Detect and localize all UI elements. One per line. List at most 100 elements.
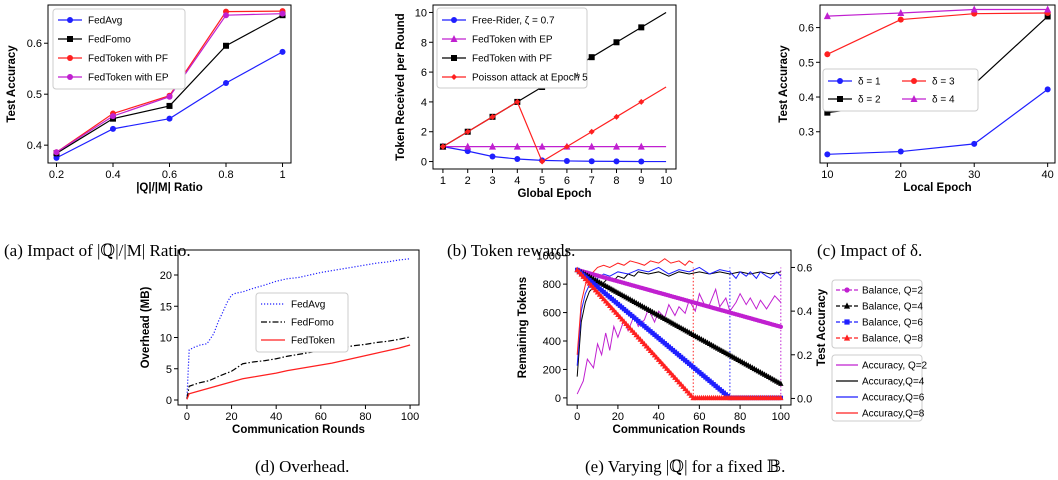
y-tick-label: 20 xyxy=(160,270,172,282)
x-tick-label: 9 xyxy=(638,175,644,187)
legend-label: Balance, Q=2 xyxy=(862,286,923,297)
data-point-3-1 xyxy=(109,113,116,120)
x-tick-label: 10 xyxy=(660,175,672,187)
legend-marker xyxy=(450,35,458,42)
legend-marker xyxy=(844,287,850,293)
legend-marker xyxy=(67,55,73,61)
y-tick-label: 0.6 xyxy=(27,38,42,50)
x-tick-label: 0.6 xyxy=(162,169,177,181)
data-point-1-6 xyxy=(588,142,596,150)
legend-label: FedToken xyxy=(291,336,335,347)
x-tick-label: 40 xyxy=(270,411,282,423)
plot-frame xyxy=(566,249,792,406)
legend-marker xyxy=(451,55,457,61)
legend-label: Balance, Q=6 xyxy=(862,318,923,329)
series-line-2 xyxy=(186,344,411,400)
y-tick-label: 0.4 xyxy=(799,92,814,104)
data-point-3-3 xyxy=(514,98,521,105)
legend-label: Balance, Q=4 xyxy=(862,302,923,313)
legend-marker xyxy=(837,78,843,84)
y-tick-label: 10 xyxy=(415,7,427,19)
legend-label: Accuracy,Q=8 xyxy=(862,409,925,420)
y-axis-label: Test Accuracy xyxy=(778,45,790,123)
legend-label: δ = 1 xyxy=(858,77,881,88)
legend-label: FedAvg xyxy=(88,16,122,27)
data-point-0-1 xyxy=(897,148,904,155)
x-axis-label: Local Epoch xyxy=(903,182,971,194)
data-point-0-0 xyxy=(824,151,831,158)
legend-label-superscript: th xyxy=(574,73,580,80)
legend-label: δ = 3 xyxy=(932,77,955,88)
x-axis-label: Communication Rounds xyxy=(613,424,746,436)
x-tick-label: 60 xyxy=(693,411,705,423)
x-tick-label: 20 xyxy=(612,411,624,423)
caption-e: (e) Varying |ℚ| for a fixed 𝔹. xyxy=(585,457,785,476)
balance-point-1 xyxy=(778,380,784,386)
legend-label: FedFomo xyxy=(88,35,131,46)
y-tick-label: 800 xyxy=(543,279,561,291)
caption-a: (a) Impact of |ℚ|/|M| Ratio. xyxy=(4,241,191,260)
data-point-1-7 xyxy=(612,142,620,150)
series-line-3 xyxy=(827,8,1048,17)
legend-marker xyxy=(451,17,457,23)
y-tick-label: 0.5 xyxy=(27,89,42,101)
x-tick-label: 0.2 xyxy=(49,169,64,181)
y-tick-label: 0.5 xyxy=(799,57,814,69)
x-tick-label: 40 xyxy=(1042,169,1054,181)
data-point-3-2 xyxy=(489,113,496,120)
legend-label: FedToken with EP xyxy=(472,35,553,46)
y-tick-label: 6 xyxy=(421,67,427,79)
legend-box xyxy=(831,279,923,349)
plot-frame xyxy=(177,249,420,406)
x-tick-label: 2 xyxy=(465,175,471,187)
x-tick-label: 60 xyxy=(315,411,327,423)
legend-label: Poisson attack at Epoch 5 xyxy=(472,73,588,84)
chart-c: 10 20 30 40 0.3 0.4 0.5 0.6 Local Epoch Test Accu… xyxy=(778,4,1056,194)
data-point-0-1 xyxy=(109,125,116,132)
caption-d: (d) Overhead. xyxy=(255,457,349,476)
balance-point-3 xyxy=(778,394,784,401)
data-point-0-7 xyxy=(613,158,620,165)
legend-label: FedToken with PF xyxy=(472,54,552,65)
y-tick-label: 15 xyxy=(160,301,172,313)
caption-c: (c) Impact of δ. xyxy=(817,241,922,260)
x-tick-label: 8 xyxy=(613,175,619,187)
accuracy-line-2 xyxy=(576,266,782,366)
x-tick-label: 80 xyxy=(734,411,746,423)
legend-marker xyxy=(837,96,843,102)
x-tick-label: 4 xyxy=(514,175,520,187)
data-point-0-3 xyxy=(1044,86,1051,93)
data-point-3-2 xyxy=(166,93,173,100)
y-axis-label: Overhead (MB) xyxy=(140,286,152,368)
legend-label: FedToken with PF xyxy=(88,54,168,65)
data-point-2-7 xyxy=(613,39,620,46)
data-point-1-8 xyxy=(637,142,645,150)
legend-box xyxy=(255,292,349,353)
legend-marker xyxy=(67,17,73,23)
y-axis-label: Token Received per Round xyxy=(395,13,407,160)
data-point-0-2 xyxy=(166,115,173,122)
data-point-0-0 xyxy=(53,154,60,161)
caption-b: (b) Token rewards. xyxy=(447,241,575,260)
series-line-1 xyxy=(186,336,411,399)
data-point-1-1 xyxy=(464,142,472,150)
data-point-0-2 xyxy=(971,140,978,147)
legend-label: δ = 2 xyxy=(858,95,881,106)
data-point-0-5 xyxy=(563,157,570,164)
data-point-2-1 xyxy=(897,16,904,23)
y-tick-label: 0.3 xyxy=(799,127,814,139)
y-right-tick-label: 0.4 xyxy=(797,306,812,318)
legend-marker xyxy=(67,36,73,42)
accuracy-line-0 xyxy=(576,287,782,395)
y-tick-label: 400 xyxy=(543,336,561,348)
legend-marker xyxy=(843,302,851,309)
data-point-0-8 xyxy=(638,158,645,165)
x-tick-label: 30 xyxy=(968,169,980,181)
data-point-0-2 xyxy=(489,153,496,160)
x-tick-label: 0 xyxy=(184,411,190,423)
y-tick-label: 600 xyxy=(543,308,561,320)
data-point-3-0 xyxy=(53,149,60,156)
data-point-0-3 xyxy=(514,156,521,163)
x-tick-label: 80 xyxy=(359,411,371,423)
